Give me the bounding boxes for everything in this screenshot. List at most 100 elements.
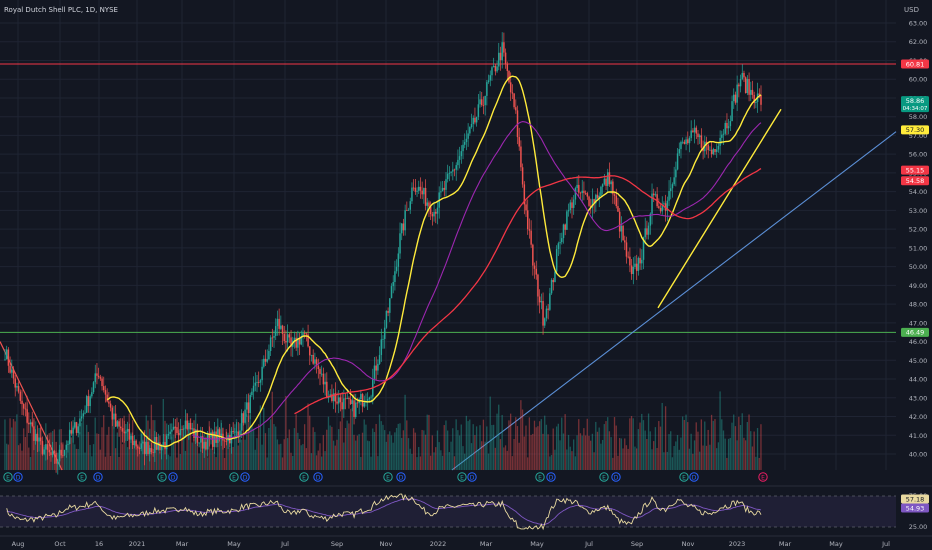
volume-bar [678,449,680,470]
volume-bar [114,448,117,470]
price-axis[interactable]: 63.0062.0061.0060.0059.0058.0057.0056.00… [901,20,929,532]
volume-bar [84,452,86,470]
candle-body [545,308,548,319]
volume-bar [38,440,40,470]
candle-body [126,428,129,432]
candle-body [411,187,413,202]
candle-body [370,396,372,398]
volume-bar [630,416,633,470]
candle-body [433,211,435,217]
time-tick-label: Sep [631,540,643,548]
candle-body [138,448,141,450]
candle-body [348,398,350,400]
volume-bar [103,415,105,470]
volume-bar [636,448,638,470]
candle-body [26,409,28,423]
volume-bar [673,446,675,470]
candle-body [441,187,444,192]
candle-body [530,230,532,245]
volume-bar [639,422,641,470]
volume-bar [9,418,11,470]
volume-bar [595,421,597,470]
volume-bar [521,409,524,470]
time-tick-label: 2023 [729,540,746,548]
volume-bar [663,452,665,470]
candle-body [327,397,330,399]
volume-bar [200,449,202,470]
volume-bar [508,420,510,470]
candle-body [84,412,86,414]
volume-bar [464,453,466,470]
volume-bar [111,413,113,470]
volume-bar [469,419,471,470]
volume-bar [571,451,573,470]
candle-body [588,196,590,206]
volume-bar [24,436,27,470]
candle-body [624,240,626,243]
dividend-icon: D [313,472,323,482]
volume-bar [314,431,316,470]
rsi-signal-tag-bg [901,503,929,513]
candle-body [494,65,497,72]
horizontal-levels[interactable] [0,63,896,333]
candle-body [82,413,85,417]
candle-body [435,211,437,214]
volume-bar [319,443,321,470]
volume-bar [681,416,684,470]
time-axis[interactable]: Aug Oct 16 2021 Mar May Jul Sep Nov 2022 Mar May Jul… [0,535,932,548]
candle-body [181,429,183,430]
candle-body [470,123,473,128]
trendlines[interactable] [0,108,897,471]
candle-body [353,400,355,418]
candle-body [637,257,640,271]
candle-body [273,335,275,338]
event-circle [457,472,467,482]
event-label: E [460,475,464,482]
volume-bar [598,427,600,470]
candle-body [77,426,79,433]
candle-body [491,67,493,76]
volume-bar [63,452,66,470]
volume-bar [676,435,679,470]
candle-body [555,249,558,272]
volume-bar [268,427,270,470]
volume-bar [555,426,558,470]
candle-body [120,426,122,429]
event-circle [229,472,239,482]
candle-body [702,147,704,152]
candle-body [440,191,442,193]
candle-body [80,416,83,419]
candle-body [135,440,137,447]
candle-body [361,394,364,407]
candle-body [492,65,495,68]
volume-bar [97,433,100,470]
volume-bar [533,420,536,470]
candle-body [676,153,679,170]
candle-body [681,141,684,143]
candle-body [453,169,456,171]
candle-body [714,149,716,152]
volume-bar [303,424,306,470]
candle-body [607,172,609,186]
volume-bar [358,434,360,470]
volume-bar [646,439,648,470]
candle-body [55,452,57,464]
volume-bar [424,434,427,470]
candle-body [547,308,549,310]
candle-body [535,268,537,275]
candle-body [326,381,328,399]
candle-body [748,79,750,95]
volume-bar [436,430,439,470]
event-circle [689,472,699,482]
volume-bar [353,434,355,470]
candle-body [366,399,369,402]
volume-bar [184,450,187,470]
volume-bar [28,447,30,470]
volume-bar [356,435,359,470]
volume-bar [266,457,268,470]
volume-bar [557,423,559,470]
dividend-icon: D [168,472,178,482]
volume-bar [271,391,273,470]
